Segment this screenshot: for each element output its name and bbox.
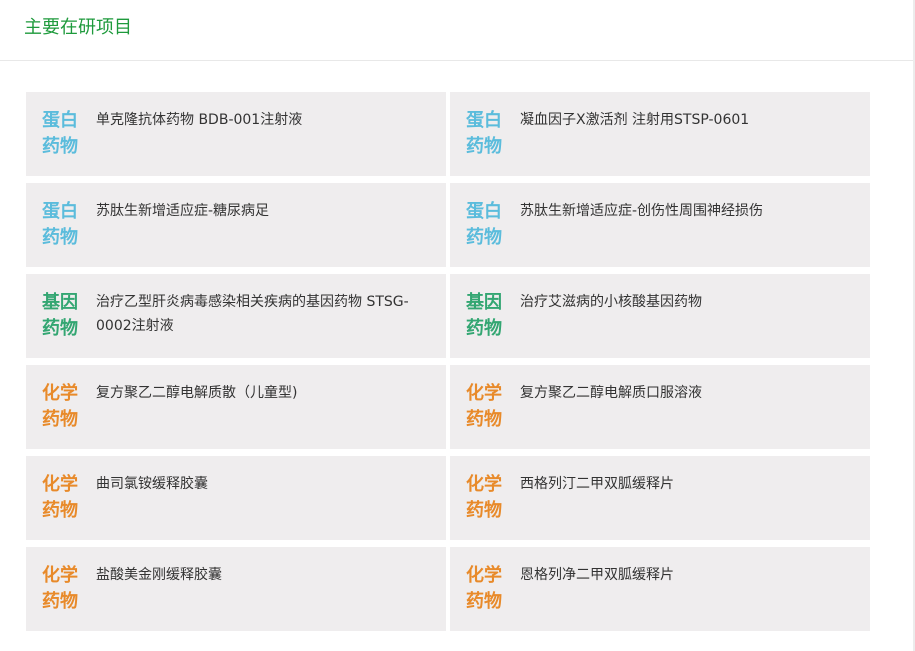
project-type-tag: 化学药物 <box>466 383 502 430</box>
project-type-tag: 化学药物 <box>466 474 502 521</box>
project-type-tag: 蛋白药物 <box>42 110 78 157</box>
project-name[interactable]: 苏肽生新增适应症-糖尿病足 <box>96 203 270 219</box>
project-type-tag: 化学药物 <box>42 383 78 430</box>
project-card[interactable]: 化学药物 盐酸美金刚缓释胶囊 <box>26 547 446 631</box>
project-type-tag: 化学药物 <box>42 474 78 521</box>
project-name[interactable]: 治疗乙型肝炎病毒感染相关疾病的基因药物 STSG-0002注射液 <box>96 294 409 334</box>
project-type-tag: 化学药物 <box>466 565 502 612</box>
scrollbar-edge <box>913 0 915 651</box>
project-type-tag: 基因药物 <box>466 292 502 339</box>
project-card[interactable]: 化学药物 曲司氯铵缓释胶囊 <box>26 456 446 540</box>
project-card[interactable]: 化学药物 复方聚乙二醇电解质口服溶液 <box>450 365 870 449</box>
project-type-tag: 化学药物 <box>42 565 78 612</box>
project-name[interactable]: 复方聚乙二醇电解质口服溶液 <box>520 385 702 401</box>
project-type-tag: 蛋白药物 <box>466 201 502 248</box>
project-card[interactable]: 化学药物 恩格列净二甲双胍缓释片 <box>450 547 870 631</box>
project-name[interactable]: 凝血因子X激活剂 注射用STSP-0601 <box>520 112 750 128</box>
project-name[interactable]: 单克隆抗体药物 BDB-001注射液 <box>96 112 303 128</box>
project-card[interactable]: 基因药物 治疗乙型肝炎病毒感染相关疾病的基因药物 STSG-0002注射液 <box>26 274 446 358</box>
project-name[interactable]: 恩格列净二甲双胍缓释片 <box>520 567 674 583</box>
project-card[interactable]: 化学药物 西格列汀二甲双胍缓释片 <box>450 456 870 540</box>
project-card[interactable]: 蛋白药物 苏肽生新增适应症-糖尿病足 <box>26 183 446 267</box>
project-name[interactable]: 复方聚乙二醇电解质散（儿童型) <box>96 385 298 401</box>
section-title: 主要在研项目 <box>24 17 132 38</box>
project-card[interactable]: 基因药物 治疗艾滋病的小核酸基因药物 <box>450 274 870 358</box>
project-name[interactable]: 治疗艾滋病的小核酸基因药物 <box>520 294 702 310</box>
project-card[interactable]: 蛋白药物 凝血因子X激活剂 注射用STSP-0601 <box>450 92 870 176</box>
project-card[interactable]: 化学药物 复方聚乙二醇电解质散（儿童型) <box>26 365 446 449</box>
project-card[interactable]: 蛋白药物 单克隆抗体药物 BDB-001注射液 <box>26 92 446 176</box>
project-name[interactable]: 曲司氯铵缓释胶囊 <box>96 476 208 492</box>
project-name[interactable]: 盐酸美金刚缓释胶囊 <box>96 567 222 583</box>
project-name[interactable]: 西格列汀二甲双胍缓释片 <box>520 476 674 492</box>
project-name[interactable]: 苏肽生新增适应症-创伤性周围神经损伤 <box>520 203 764 219</box>
project-type-tag: 蛋白药物 <box>42 201 78 248</box>
section-header: 主要在研项目 <box>0 0 913 61</box>
project-grid: 蛋白药物 单克隆抗体药物 BDB-001注射液 蛋白药物 凝血因子X激活剂 注射用ST… <box>26 92 870 631</box>
project-type-tag: 蛋白药物 <box>466 110 502 157</box>
project-type-tag: 基因药物 <box>42 292 78 339</box>
project-card[interactable]: 蛋白药物 苏肽生新增适应症-创伤性周围神经损伤 <box>450 183 870 267</box>
